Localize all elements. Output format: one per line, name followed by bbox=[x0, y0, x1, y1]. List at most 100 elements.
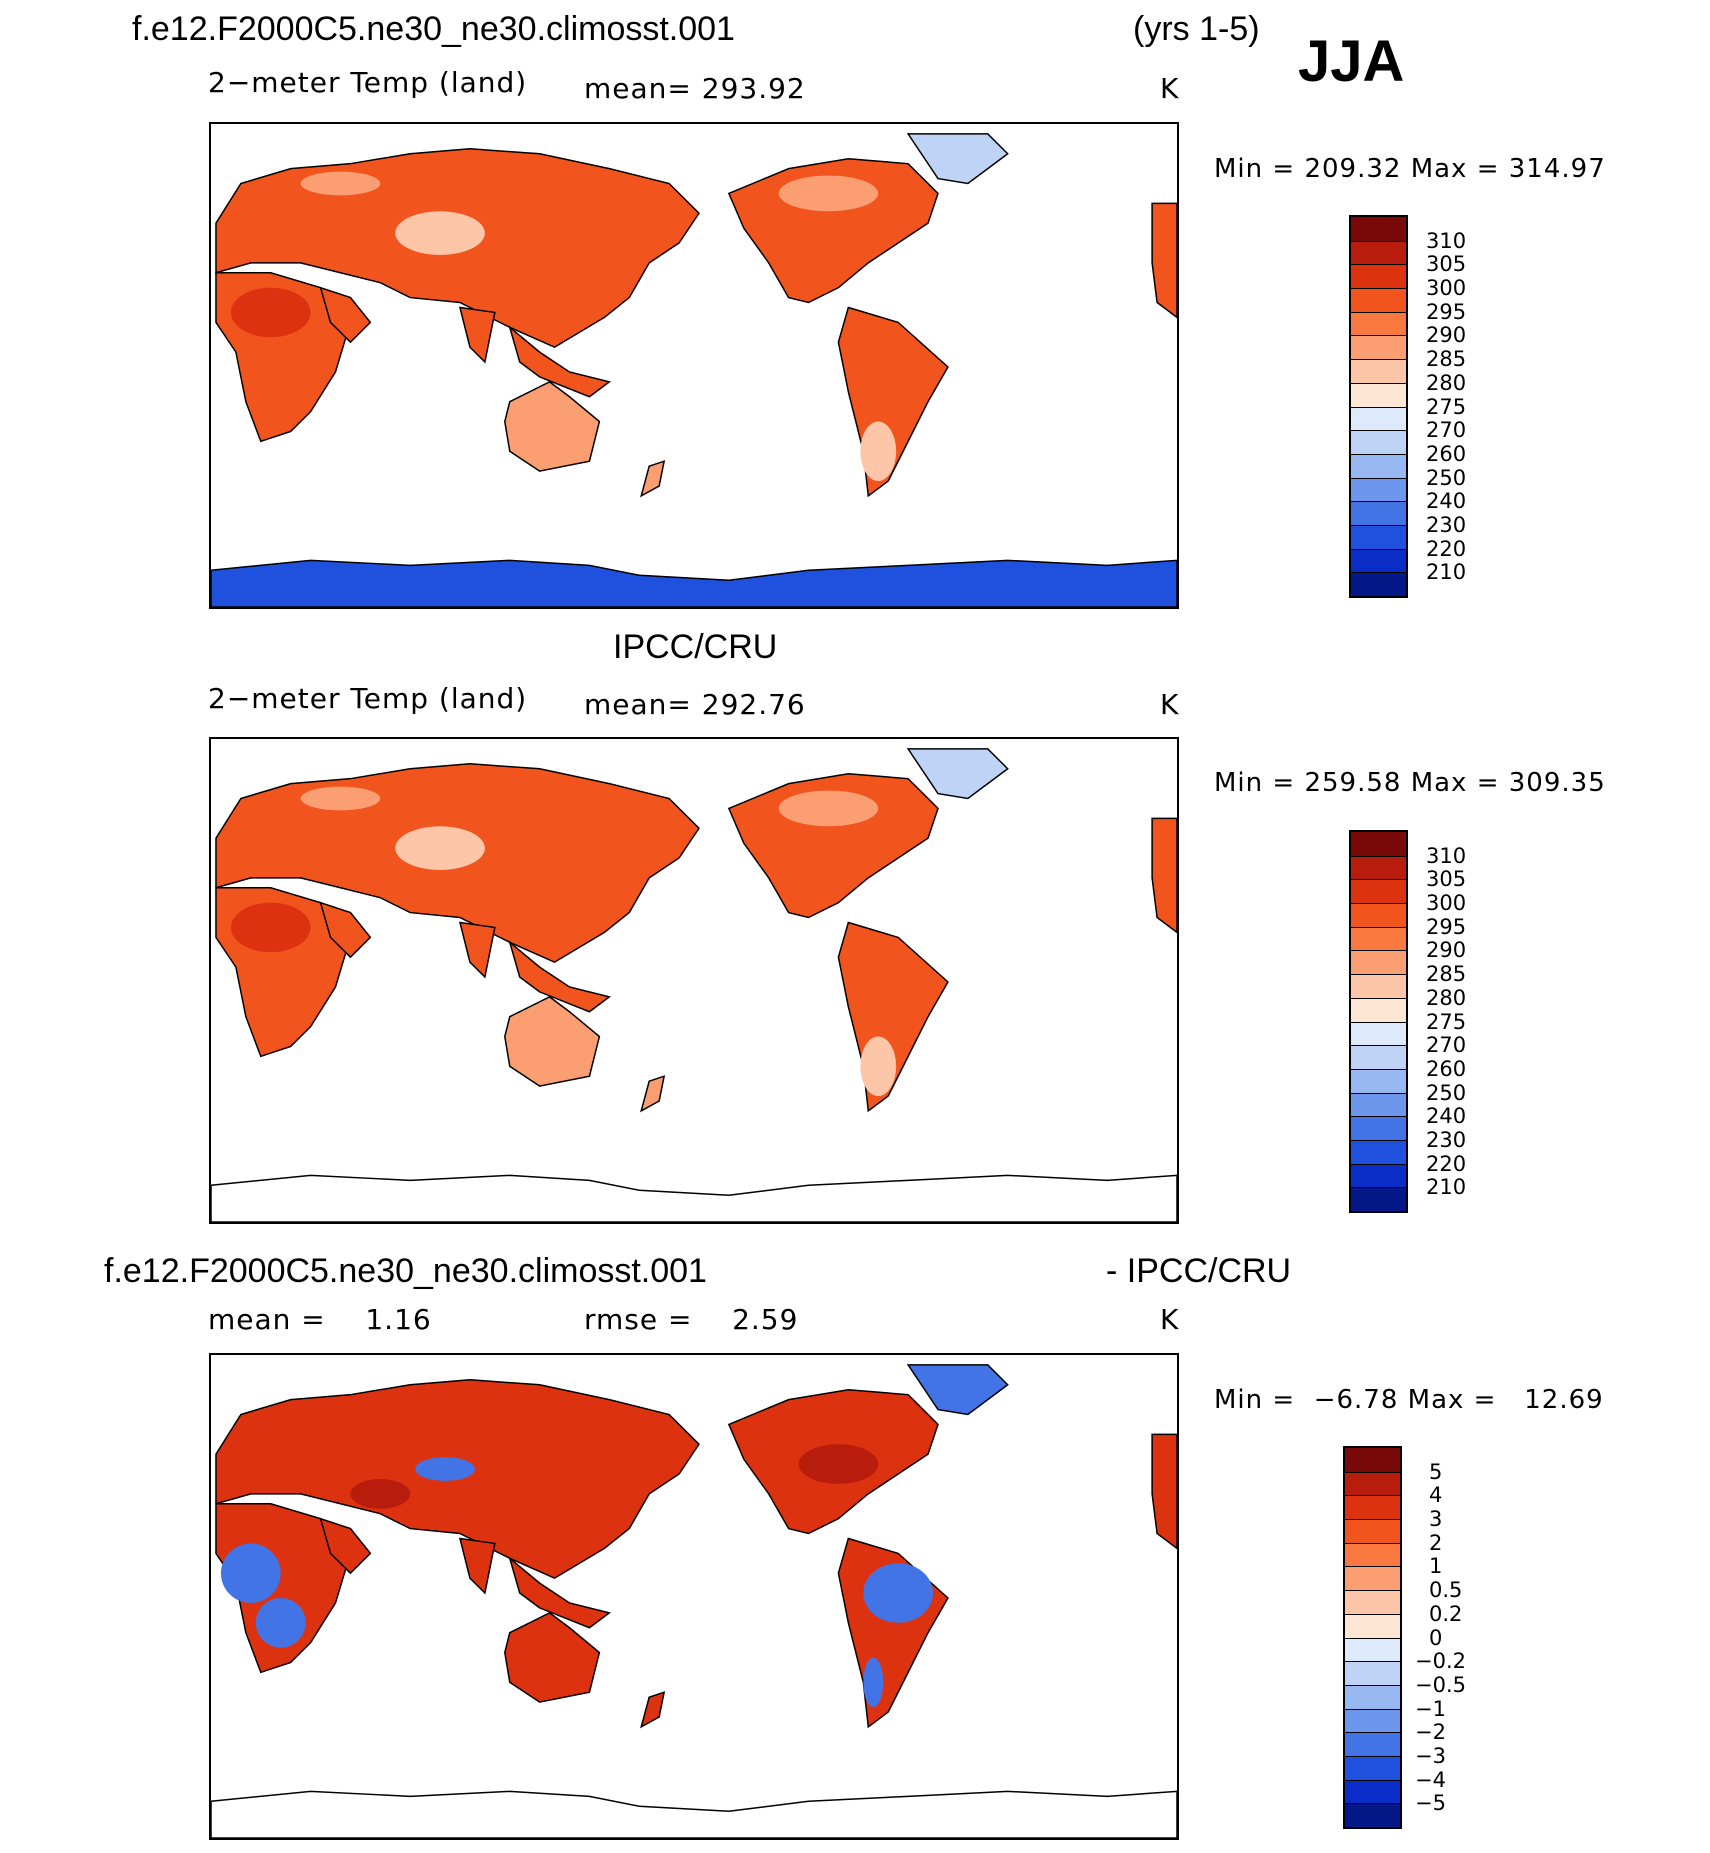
colorbar-tick-label: 300 bbox=[1426, 276, 1467, 301]
colorbar-swatch bbox=[1351, 855, 1406, 880]
colorbar-tick-label: −0.5 bbox=[1415, 1672, 1466, 1697]
colorbar-tick-label: −3 bbox=[1415, 1743, 1446, 1768]
panel1-mean: mean= 293.92 bbox=[584, 72, 806, 105]
colorbar-tick-label: 1 bbox=[1429, 1554, 1443, 1579]
land-region-india bbox=[458, 306, 496, 364]
colorbar-swatch bbox=[1351, 1139, 1406, 1164]
colorbar-tick-label: −1 bbox=[1415, 1696, 1446, 1721]
colorbar-swatch bbox=[1345, 1708, 1400, 1733]
colorbar-swatch bbox=[1351, 430, 1406, 454]
colorbar-tick-label: 260 bbox=[1426, 441, 1467, 466]
colorbar-tick-label: 250 bbox=[1426, 465, 1467, 490]
land-region-antarctica bbox=[211, 1790, 1177, 1838]
land-region-australia bbox=[504, 380, 601, 472]
patagonia-cool-shading bbox=[860, 421, 897, 482]
colorbar-tick-label: 290 bbox=[1426, 938, 1467, 963]
colorbar-tick-label: −4 bbox=[1415, 1767, 1446, 1792]
land-region-greenland bbox=[906, 1364, 1009, 1416]
land-region-newzealand bbox=[640, 1691, 666, 1729]
colorbar-swatch bbox=[1351, 1187, 1406, 1211]
colorbar-swatch bbox=[1351, 903, 1406, 927]
panel1-colorbar: 310 305 300 295 290 285 280 275 270 260 250 240 230 2… bbox=[1349, 215, 1466, 598]
colorbar-tick-label: 305 bbox=[1426, 252, 1467, 277]
colorbar-tick-label: 220 bbox=[1426, 1151, 1467, 1176]
colorbar-swatch bbox=[1351, 288, 1406, 312]
colorbar-tick-label: 4 bbox=[1429, 1483, 1443, 1508]
colorbar-tick-label: 310 bbox=[1426, 843, 1467, 868]
colorbar-swatch bbox=[1351, 240, 1406, 265]
colorbar-swatch bbox=[1345, 1779, 1400, 1804]
colorbar-tick-label: 300 bbox=[1426, 891, 1467, 916]
colorbar-swatch bbox=[1345, 1803, 1400, 1827]
colorbar-tick-label: −2 bbox=[1415, 1720, 1446, 1745]
panel3-title-right: - IPCC/CRU bbox=[1106, 1252, 1292, 1290]
colorbar-swatch bbox=[1351, 1163, 1406, 1188]
colorbar-tick-label: 2 bbox=[1429, 1530, 1443, 1555]
land-region-westafrica_edge bbox=[1151, 817, 1177, 934]
season-label: JJA bbox=[1298, 29, 1405, 94]
panel3-units: K bbox=[1160, 1303, 1180, 1336]
panel2-units: K bbox=[1160, 688, 1180, 721]
canada-mild-shading bbox=[778, 175, 879, 212]
colorbar-swatch bbox=[1351, 879, 1406, 904]
colorbar-tick-label: 285 bbox=[1426, 962, 1467, 987]
colorbar-swatch bbox=[1345, 1590, 1400, 1614]
colorbar-swatch bbox=[1351, 1116, 1406, 1140]
colorbar-tick-label: 210 bbox=[1426, 560, 1467, 585]
panel2-title: IPCC/CRU bbox=[613, 628, 778, 666]
land-region-antarctica bbox=[211, 559, 1177, 607]
tibet-cool-shading bbox=[395, 211, 485, 255]
diff-negative-shading bbox=[863, 1657, 884, 1708]
land-region-arabia bbox=[319, 286, 372, 344]
colorbar-swatch bbox=[1345, 1471, 1400, 1496]
land-region-newzealand bbox=[640, 460, 666, 498]
panel2-colorbar: 310 305 300 295 290 285 280 275 270 260 250 240 230 2… bbox=[1349, 830, 1466, 1213]
colorbar-swatch bbox=[1351, 382, 1406, 407]
panel3-rmse: rmse = 2.59 bbox=[584, 1303, 799, 1336]
colorbar-swatch bbox=[1351, 1045, 1406, 1069]
figure-case-title: f.e12.F2000C5.ne30_ne30.climosst.001 bbox=[132, 10, 735, 48]
land-region-australia bbox=[504, 1611, 601, 1703]
colorbar-tick-label: 275 bbox=[1426, 394, 1467, 419]
sahara-hot-shading bbox=[230, 902, 311, 953]
colorbar-swatch bbox=[1345, 1519, 1400, 1543]
tibet-cool-shading bbox=[395, 826, 485, 870]
siberia-mild-shading bbox=[300, 786, 381, 811]
land-region-newzealand bbox=[640, 1075, 666, 1113]
colorbar-swatch bbox=[1351, 264, 1406, 289]
panel1-units: K bbox=[1160, 72, 1180, 105]
colorbar-swatch bbox=[1345, 1495, 1400, 1520]
colorbar-swatch bbox=[1345, 1448, 1400, 1472]
panel2-variable: 2−meter Temp (land) bbox=[208, 682, 528, 715]
diff-strong-shading bbox=[350, 1478, 411, 1509]
colorbar-swatch bbox=[1351, 1068, 1406, 1093]
colorbar-swatch bbox=[1345, 1542, 1400, 1567]
panel2-mean: mean= 292.76 bbox=[584, 688, 806, 721]
panel3-map bbox=[209, 1353, 1179, 1840]
panel3-title-left: f.e12.F2000C5.ne30_ne30.climosst.001 bbox=[104, 1252, 707, 1290]
colorbar-tick-label: 210 bbox=[1426, 1175, 1467, 1200]
colorbar-tick-label: 295 bbox=[1426, 299, 1467, 324]
figure-years: (yrs 1-5) bbox=[1133, 10, 1260, 48]
colorbar-swatch bbox=[1345, 1566, 1400, 1591]
colorbar-swatch bbox=[1351, 453, 1406, 478]
panel1-minmax: Min = 209.32 Max = 314.97 bbox=[1214, 154, 1606, 184]
colorbar-swatch bbox=[1345, 1755, 1400, 1780]
colorbar-swatch bbox=[1351, 335, 1406, 360]
patagonia-cool-shading bbox=[860, 1036, 897, 1097]
colorbar-tick-label: 270 bbox=[1426, 1033, 1467, 1058]
land-region-india bbox=[458, 921, 496, 979]
colorbar-tick-label: 260 bbox=[1426, 1056, 1467, 1081]
colorbar-swatch bbox=[1351, 406, 1406, 431]
colorbar-tick-label: 0 bbox=[1429, 1625, 1443, 1650]
colorbar-tick-label: 240 bbox=[1426, 489, 1467, 514]
colorbar-tick-label: 0.2 bbox=[1429, 1601, 1463, 1626]
colorbar-swatch bbox=[1351, 217, 1406, 241]
diff-negative-shading bbox=[415, 1457, 475, 1481]
diff-negative-shading bbox=[255, 1597, 306, 1648]
colorbar-swatch bbox=[1351, 1021, 1406, 1046]
colorbar-tick-label: 285 bbox=[1426, 347, 1467, 372]
colorbar-swatch bbox=[1351, 997, 1406, 1022]
colorbar-tick-label: 275 bbox=[1426, 1009, 1467, 1034]
diff-negative-shading bbox=[863, 1563, 934, 1623]
